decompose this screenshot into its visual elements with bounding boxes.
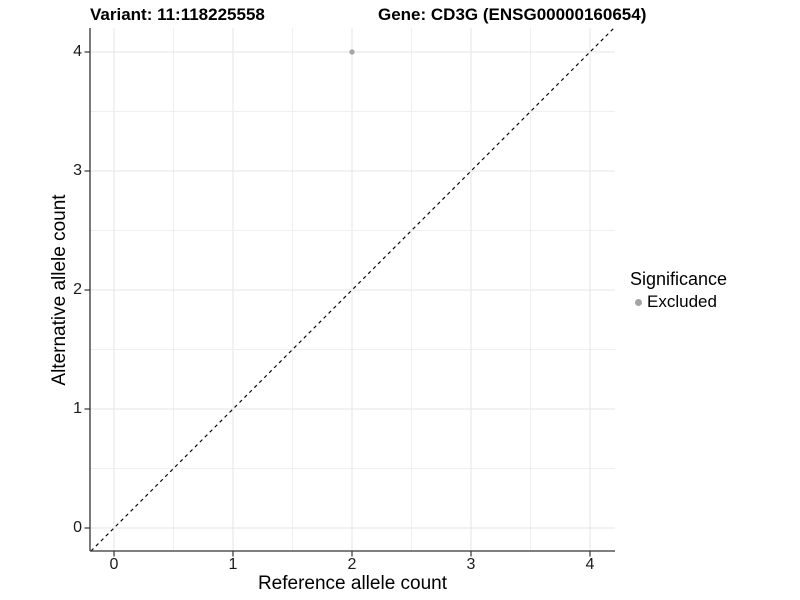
x-tick-label: 1 <box>228 556 238 573</box>
variant-title: Variant: 11:118225558 <box>90 5 265 24</box>
gene-title: Gene: CD3G (ENSG00000160654) <box>378 5 647 24</box>
x-tick-label: 4 <box>585 556 595 573</box>
legend-point-icon <box>635 298 642 306</box>
y-tick-label: 4 <box>73 43 82 60</box>
x-axis-title: Reference allele count <box>257 573 448 594</box>
y-tick-label: 2 <box>73 281 82 298</box>
legend: Significance Excluded <box>630 269 727 312</box>
data-point <box>349 49 355 55</box>
legend-title: Significance <box>630 269 728 289</box>
y-tick-label: 1 <box>73 400 82 417</box>
y-tick-label: 0 <box>73 519 82 536</box>
legend-item-excluded: Excluded <box>630 292 727 312</box>
x-tick-label: 0 <box>109 556 119 573</box>
x-tick-label: 3 <box>466 556 476 573</box>
x-tick-label: 2 <box>347 556 357 573</box>
legend-item-label: Excluded <box>647 292 717 311</box>
y-tick-label: 3 <box>73 162 82 179</box>
identity-line <box>90 27 615 552</box>
